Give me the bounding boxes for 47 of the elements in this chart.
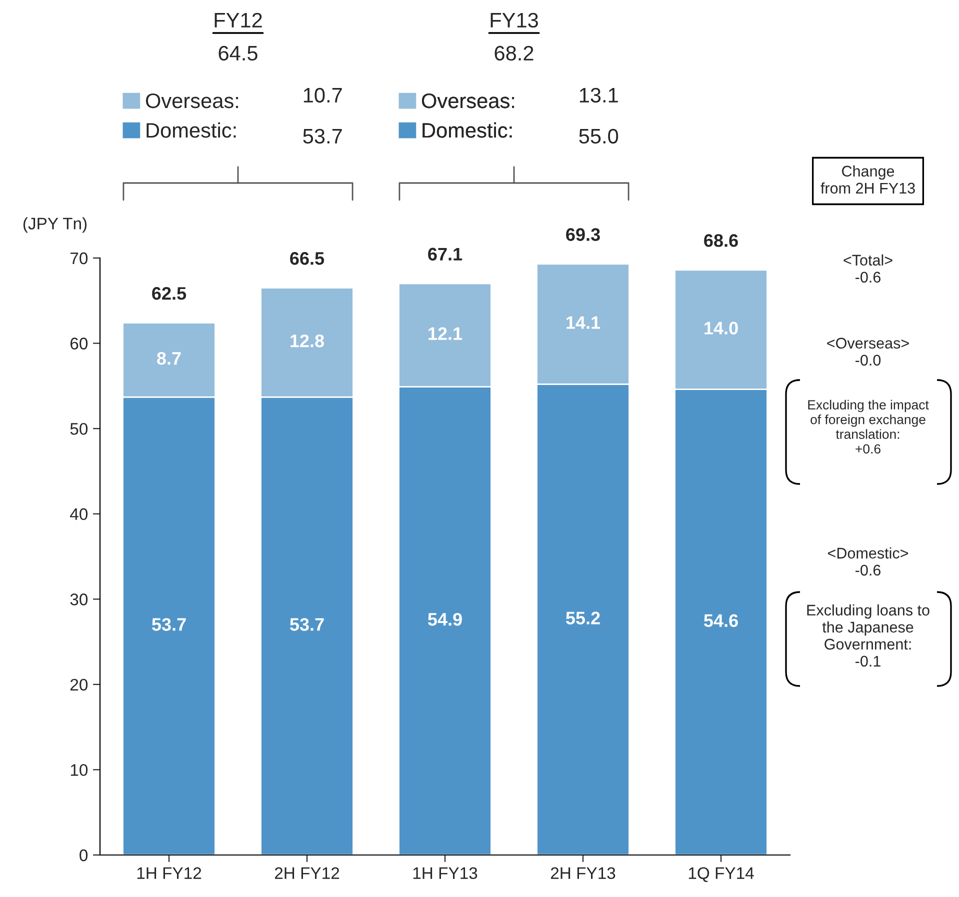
y-tick-label: 10 [70, 764, 88, 776]
total-label: 66.5 [290, 252, 324, 265]
data-label: 14.0 [704, 322, 738, 334]
text: <Overseas> -0.0 [827, 338, 909, 366]
text: <Domestic> -0.6 [828, 547, 908, 576]
legend-label: Overseas: [146, 93, 238, 108]
text: 68.2 [494, 46, 534, 61]
data-label: 12.1 [428, 327, 462, 340]
x-tick-label: 1H FY12 [137, 867, 202, 879]
y-tick-label: 50 [70, 422, 88, 435]
y-tick-label: 30 [70, 594, 88, 606]
x-tick-label: 2H FY13 [550, 867, 616, 880]
x-tick-label: 2H FY12 [274, 867, 340, 879]
y-tick-label: 20 [70, 678, 88, 691]
data-label: 53.7 [290, 618, 324, 631]
text: 53.7 [303, 128, 342, 144]
y-tick-label: 0 [80, 849, 88, 862]
y-axis-title: (JPY Tn) [23, 217, 87, 233]
text: 64.5 [218, 46, 258, 61]
text: Excluding loans to the Japanese Government: -0.1 [807, 604, 930, 667]
total-label: 67.1 [428, 248, 462, 261]
total-label: 69.3 [566, 228, 600, 241]
text: Excluding the impact of foreign exchange translation: +0.6 [808, 400, 929, 454]
text: 55.0 [579, 128, 618, 144]
data-label: 53.7 [152, 618, 186, 631]
data-label: 54.6 [704, 614, 738, 628]
text: 10.7 [304, 88, 342, 103]
x-tick-label: 1H FY13 [413, 867, 478, 880]
data-label: 55.2 [566, 612, 600, 624]
data-label: 54.9 [428, 612, 462, 626]
text: <Total> -0.6 [844, 254, 892, 283]
legend-label: Domestic: [146, 122, 236, 138]
text: FY12 [214, 12, 262, 28]
total-label: 62.5 [152, 287, 186, 300]
text: Overseas: [422, 93, 514, 108]
y-tick-label: 70 [70, 252, 88, 264]
text: Change from 2H FY13 [820, 165, 915, 194]
data-label: 8.7 [157, 352, 181, 365]
total-label: 68.6 [704, 234, 738, 247]
text: FY13 [490, 12, 538, 28]
y-tick-label: 40 [70, 508, 88, 520]
x-tick-label: 1Q FY14 [688, 867, 754, 882]
data-label: 12.8 [290, 334, 324, 348]
data-label: 14.1 [566, 316, 600, 329]
text: Domestic: [422, 122, 512, 138]
y-tick-label: 60 [70, 338, 88, 350]
text: 13.1 [580, 88, 618, 103]
